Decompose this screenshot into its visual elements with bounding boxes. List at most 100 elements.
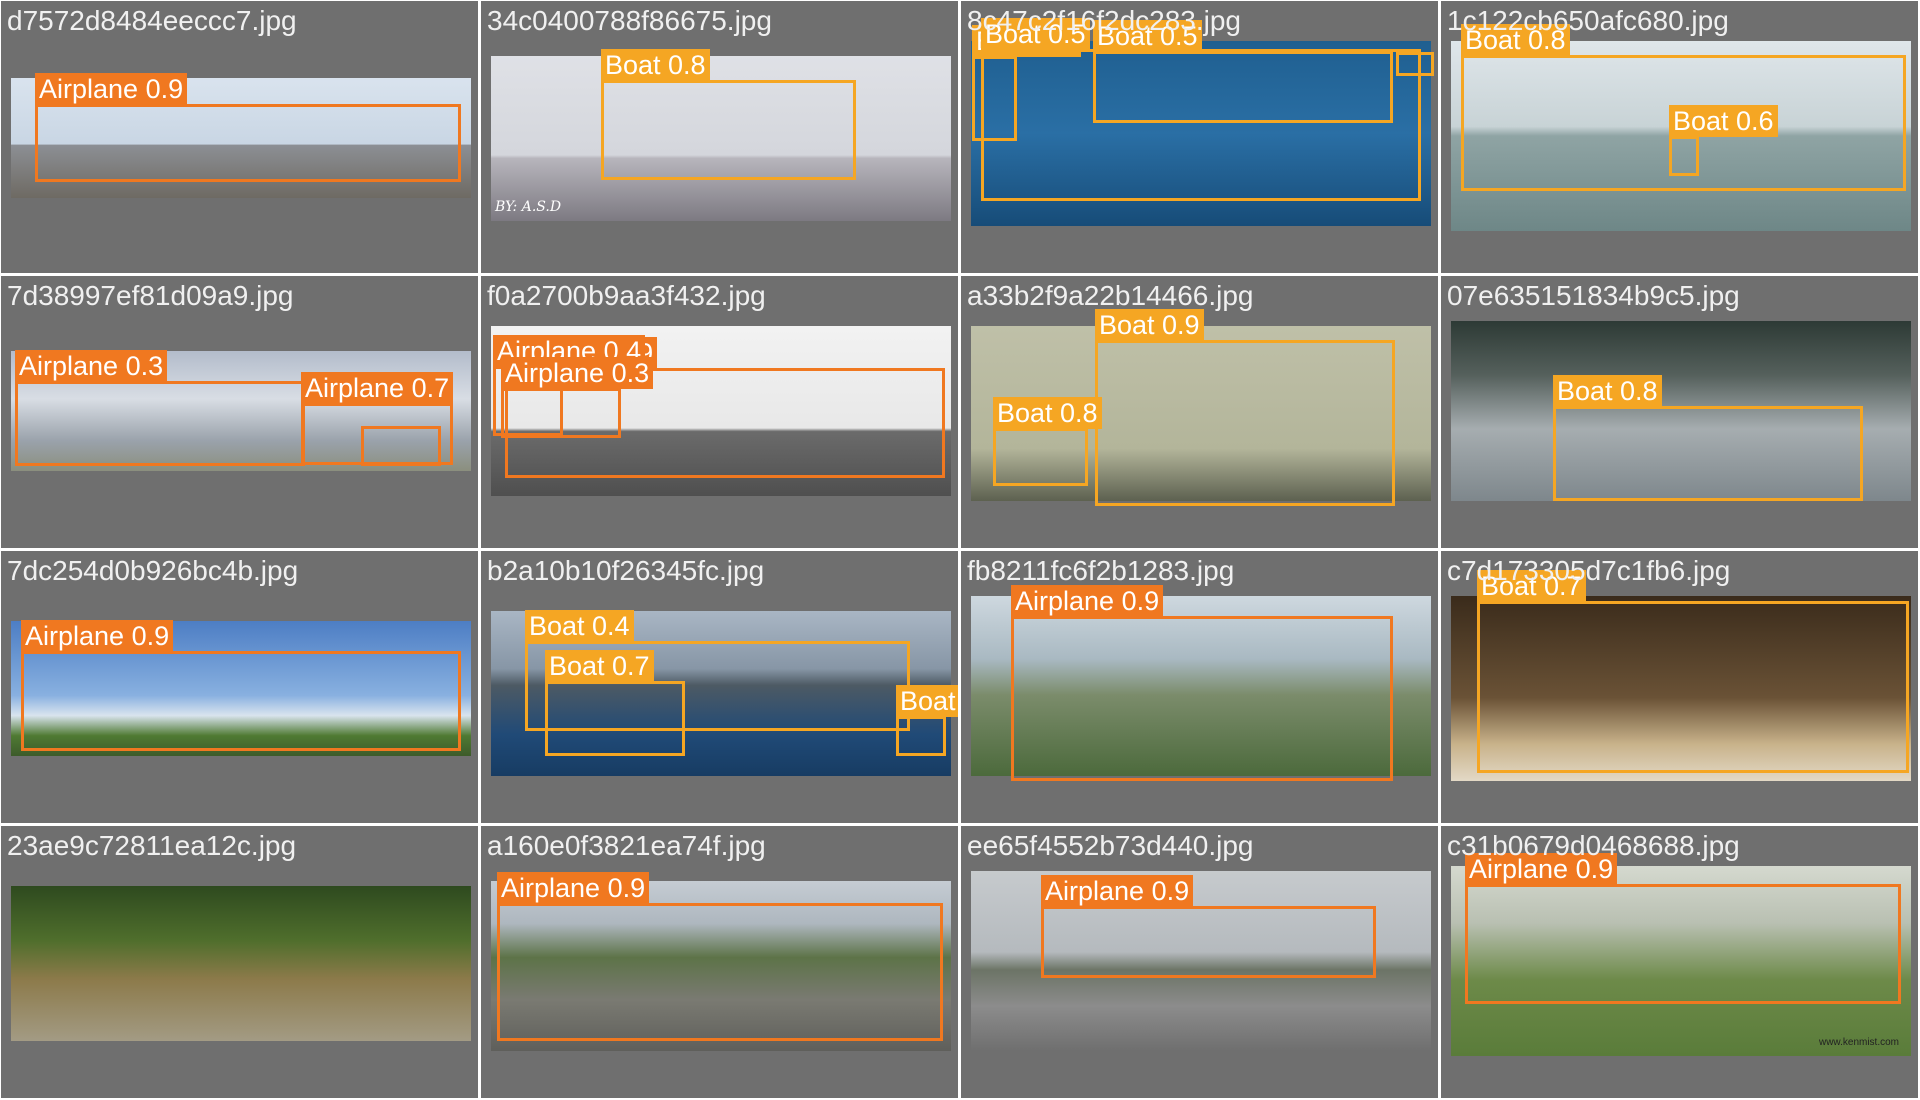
mosaic-cell[interactable]: Boat 0.4 Boat 0.7 Boat 0.4 b2a10b10f26345fc… [481,551,958,823]
airplane-detection-label: Airplane 0.7 [301,372,454,404]
airplane-detection-box: Airplane 0.9 [497,872,943,1041]
mosaic-cell[interactable]: Airplane 0.9 ee65f4552b73d440.jpg [961,826,1438,1098]
boat-detection-box: Boat 0.5 [1093,20,1393,123]
detection-photo [11,886,471,1041]
mosaic-cell[interactable]: Airplane 0.9 7dc254d0b926bc4b.jpg [1,551,478,823]
boat-detection-box: Boat 0.8 [1553,375,1863,501]
image-filename: ee65f4552b73d440.jpg [967,830,1254,861]
detection-photo: Boat 0.8 [1451,321,1911,501]
boat-detection-label: Boat 0.8 [601,49,710,81]
image-filename: 8c47c2f16f2dc283.jpg [967,5,1241,36]
airplane-detection-label: Airplane 0.9 [497,872,650,904]
photo-background [971,41,1431,226]
boat-detection-box: Boat 0.4 [525,610,910,731]
image-filename: d7572d8484eeccc7.jpg [7,5,297,36]
detection-photo: Airplane 0.3 Airplane 0.7 [11,350,471,471]
image-filename: a33b2f9a22b14466.jpg [967,280,1254,311]
photo-background [1451,321,1911,501]
image-filename: 7d38997ef81d09a9.jpg [7,280,294,311]
airplane-detection-box: Airplane 0.9 [35,73,461,182]
mosaic-cell[interactable]: Airplane 0.3 Airplane 0.7 7d38997ef81d09a9… [1,276,478,548]
boat-detection-box: Boat 0.4 [896,685,958,756]
boat-detection-box: Boat 0.8 [1461,24,1906,191]
mosaic-cell[interactable]: Airplane 0.9 a160e0f3821ea74f.jpg [481,826,958,1098]
boat-detection-label: Boat 0.6 [1669,105,1778,137]
image-filename: 1c122cb650afc680.jpg [1447,5,1729,36]
mosaic-cell[interactable]: Airplane 0.9 d7572d8484eeccc7.jpg [1,1,478,273]
mosaic-cell[interactable]: Boat 0.7 c7d173305d7c1fb6.jpg [1441,551,1918,823]
image-filename: 23ae9c72811ea12c.jpg [7,830,297,861]
photo-caption: BY: A.S.D [495,199,562,215]
boat-detection-label: Boat 0.8 [1461,24,1570,56]
photo-background [11,886,471,1041]
airplane-detection-label: Airplane 0.3 [501,357,654,389]
airplane-detection-label: Airplane 0.9 [35,73,188,105]
airplane-detection-box: Airplane 0.9 [1465,853,1901,1004]
boat-detection-box: Boat 0.5 [981,18,1421,201]
detection-photo: Boat 0.8 Boat 0.6 [1451,24,1911,231]
boat-detection-label: Boat 0.8 [1553,375,1662,407]
boat-detection-label: Boat 0.4 [896,685,958,717]
airplane-detection-box: Airplane 0.7 [301,372,454,465]
image-filename: c31b0679d0468688.jpg [1447,830,1740,861]
detection-photo: Boat 0.4 Boat 0.7 Boat 0.4 [491,610,958,776]
image-filename: 34c0400788f86675.jpg [487,5,772,36]
airplane-detection-box: Airplane 0.3 [15,350,305,466]
image-filename: 7dc254d0b926bc4b.jpg [7,555,299,586]
photo-background [971,596,1431,776]
photo-background [1451,866,1911,1056]
boat-detection-box [1396,52,1434,76]
image-filename: b2a10b10f26345fc.jpg [487,555,765,586]
airplane-detection-label: Airplane 0.9 [21,620,174,652]
mosaic-cell[interactable]: 23ae9c72811ea12c.jpg [1,826,478,1098]
mosaic-cell[interactable]: Boat 0.9 Boat 0.8 a33b2f9a22b14466.jpg [961,276,1438,548]
airplane-detection-label: Airplane 0.9 [1011,585,1164,617]
image-filename: a160e0f3821ea74f.jpg [487,830,766,861]
boat-detection-label: Boat 0.5 [1093,20,1202,52]
photo-background [1451,596,1911,781]
detection-photo: Airplane 0.9 [971,871,1431,1051]
boat-detection-label: Boat 0.7 [545,650,654,682]
photo-caption: www.kenmist.com [1818,1037,1899,1048]
mosaic-cell[interactable]: BY: A.S.D Boat 0.8 34c0400788f86675.jpg [481,1,958,273]
detection-photo: Boat 0.7 [1451,570,1911,781]
mosaic-cell[interactable]: Boat 0.8 Boat 0.6 1c122cb650afc680.jpg [1441,1,1918,273]
boat-detection-box: Boat 0.7 [545,650,685,756]
detection-photo: BY: A.S.D Boat 0.8 [491,49,951,221]
boat-detection-label: Boat 0.8 [993,397,1102,429]
boat-detection-label: Boat 0.7 [1477,570,1586,602]
image-filename: c7d173305d7c1fb6.jpg [1447,555,1731,586]
mosaic-cell[interactable]: Boat 0.8 07e635151834b9c5.jpg [1441,276,1918,548]
image-filename: 07e635151834b9c5.jpg [1447,280,1740,311]
airplane-detection-box: Airplane 0.3 [501,357,654,438]
airplane-detection-box: Airplane 0.9 [21,620,461,751]
image-filename: fb8211fc6f2b1283.jpg [967,555,1235,586]
boat-detection-box: Boat 0.6 [1669,105,1778,176]
detection-photo: Airplane 0.9 [11,620,471,756]
airplane-detection-box: Airplane 0.9 [1041,875,1376,978]
boat-detection-label: Boat 0.4 [525,610,634,642]
detection-photo: Airplane 0.9 [971,585,1431,781]
airplane-detection-box: Airplane 0.9 [1011,585,1393,781]
photo-background [491,56,951,221]
photo-background [491,881,951,1051]
image-filename: f0a2700b9aa3f432.jpg [487,280,766,311]
mosaic-cell[interactable]: Airplane 0.9 fb8211fc6f2b1283.jpg [961,551,1438,823]
boat-detection-label: Boat 0.9 [1095,309,1204,341]
airplane-detection-label: Airplane 0.9 [1041,875,1194,907]
mosaic-cell[interactable]: www.kenmist.com Airplane 0.9 c31b0679d0468… [1441,826,1918,1098]
airplane-detection-box [361,426,441,466]
detection-photo: www.kenmist.com Airplane 0.9 [1451,853,1911,1056]
boat-detection-label: Boat 0.5 [981,18,1090,50]
boat-detection-box: Boat 0.8 [601,49,856,180]
detection-photo: Airplane 0.9 [11,73,471,198]
detection-photo: Boat 0.9 Boat 0.8 [971,309,1431,506]
airplane-detection-label: Airplane 0.9 [1465,853,1618,885]
boat-detection-box: Boat 0.9 [1095,309,1395,506]
boat-detection-box: Boat 0.7 [1477,570,1909,773]
